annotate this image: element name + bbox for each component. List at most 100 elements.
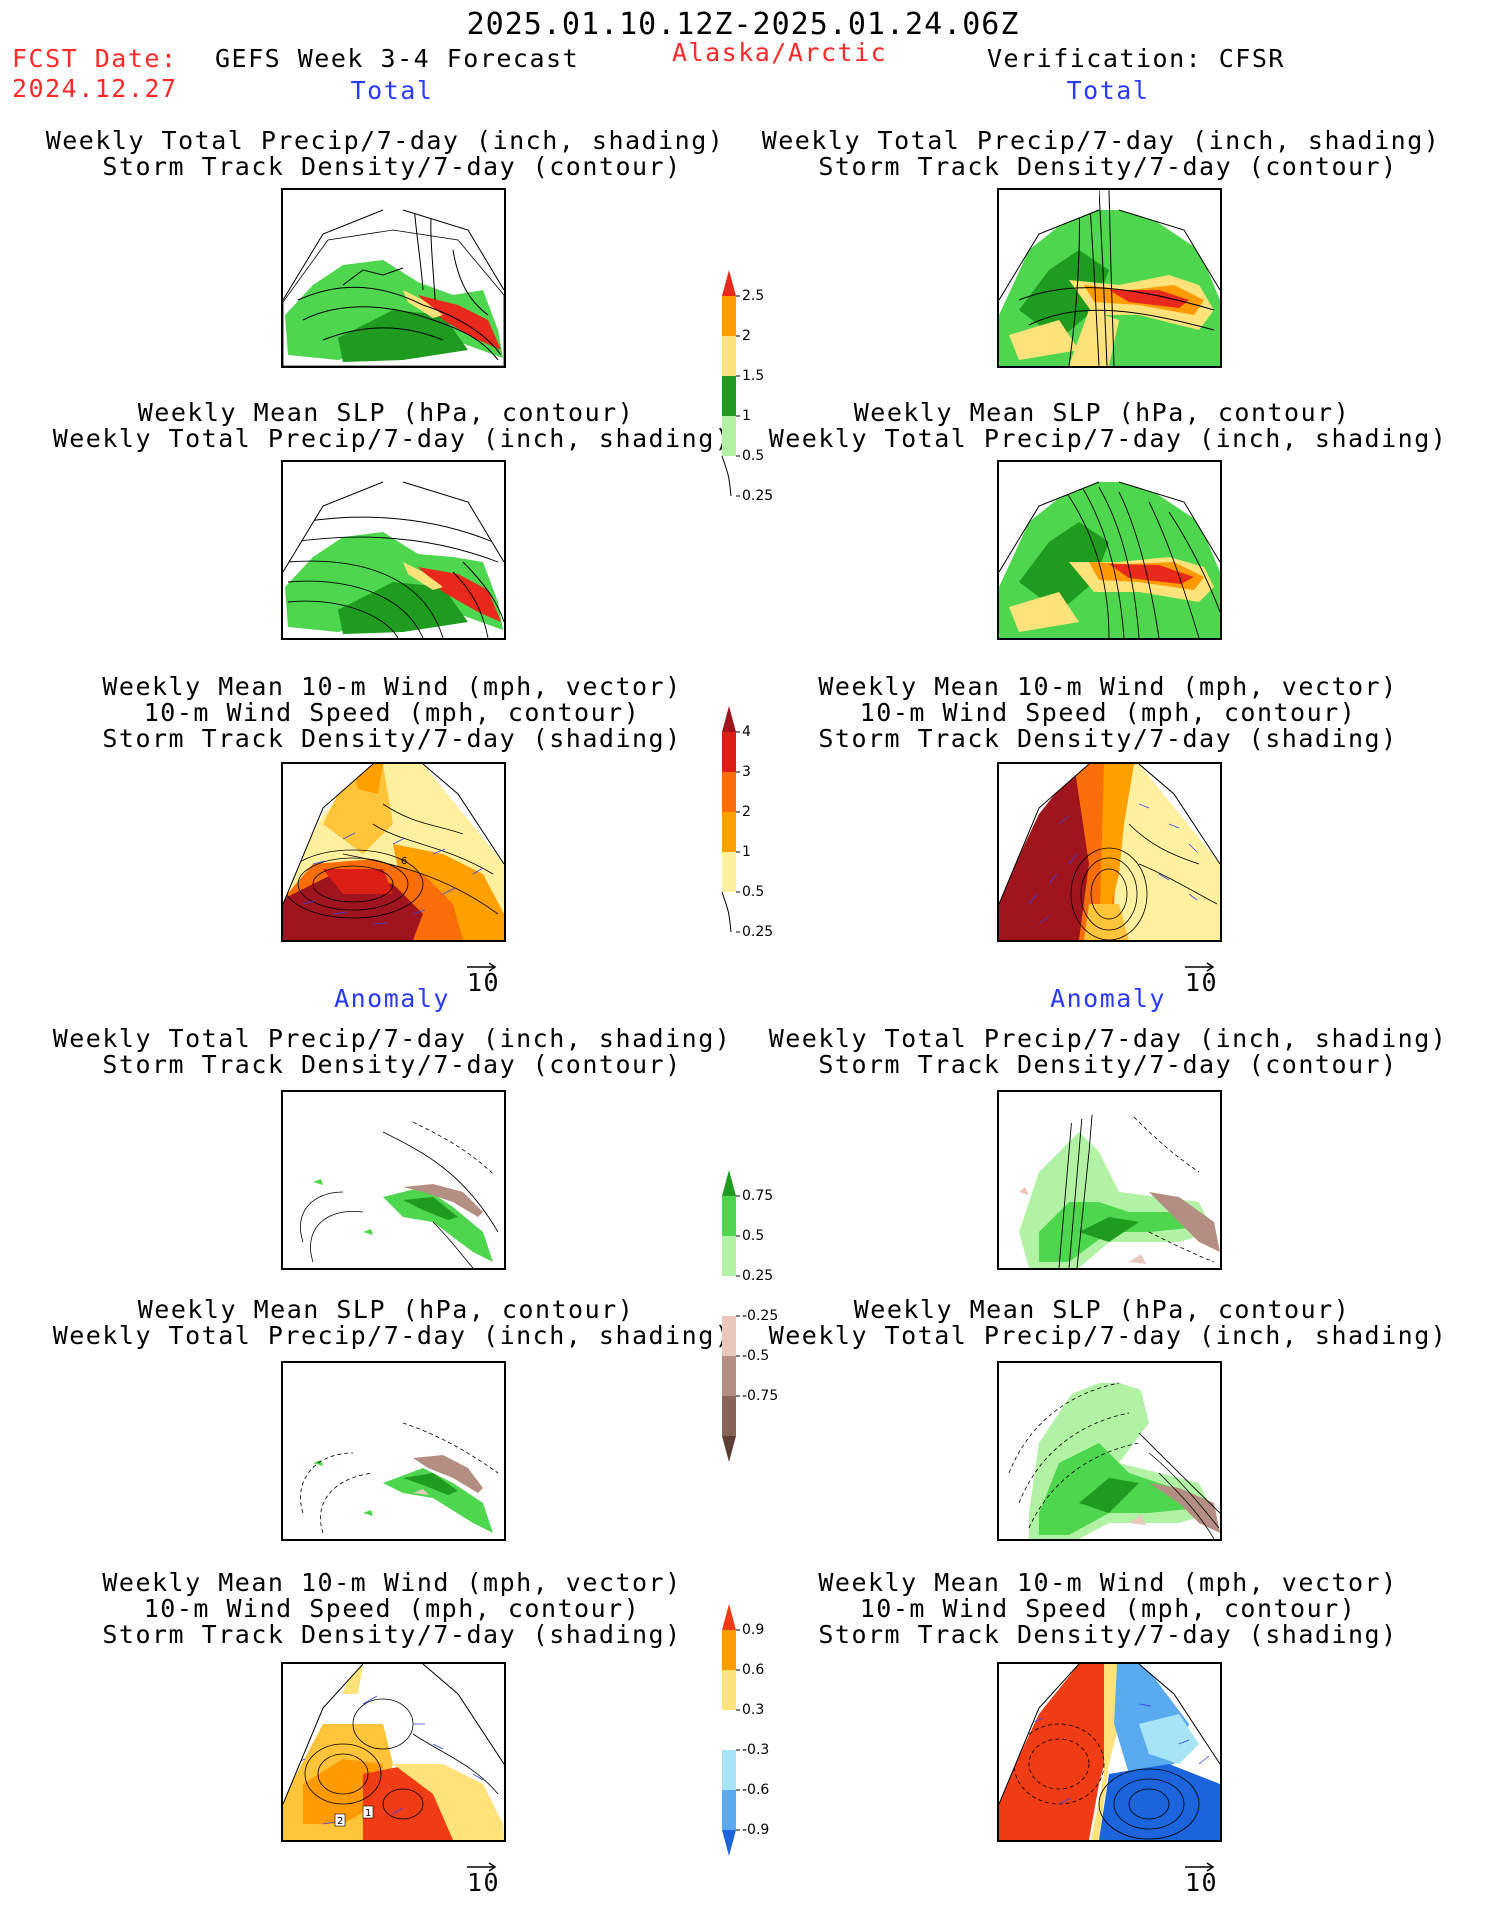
map-anom-slp-forecast <box>281 1361 506 1541</box>
map-anom-wind-verification <box>997 1662 1222 1842</box>
colorbar-label: -0.5 <box>742 1348 769 1364</box>
region-title: Alaska/Arctic <box>672 38 888 67</box>
map-total-slp-verification <box>997 460 1222 640</box>
colorbar-segment <box>722 296 736 336</box>
colorbar-label: 2 <box>742 328 751 344</box>
title-r3-left-line3: Storm Track Density/7-day (shading) <box>102 724 682 753</box>
colorbar-segment <box>722 772 736 812</box>
colorbar-segment <box>722 1276 736 1316</box>
colorbar-anomaly-storm-density: 0.9 0.6 0.3 -0.3 -0.6 -0.9 <box>722 1604 802 1860</box>
colorbar-label: 0.25 <box>742 924 773 940</box>
title-r2-left-line1: Weekly Mean SLP (hPa, contour) <box>137 398 635 427</box>
title-r3-right-line2: 10-m Wind Speed (mph, contour) <box>859 698 1357 727</box>
colorbar-segment <box>722 812 736 852</box>
colorbar-segment <box>722 270 736 296</box>
colorbar-segment <box>722 1196 736 1236</box>
colorbar-segment <box>722 1750 736 1790</box>
section-total-forecast: Total <box>350 76 434 105</box>
colorbar-label: 1 <box>742 844 751 860</box>
wind-reference-label: 10 <box>467 968 501 997</box>
title-r2-left-line2: Weekly Total Precip/7-day (inch, shading… <box>52 424 732 453</box>
map-total-wind-forecast: 6 <box>281 762 506 942</box>
date-range-title: 2025.01.10.12Z-2025.01.24.06Z <box>466 7 1020 42</box>
contour-label: 1 <box>365 1808 371 1819</box>
colorbar-segment <box>722 1170 736 1196</box>
map-total-precip-forecast <box>281 188 506 368</box>
title-r3-right-line1: Weekly Mean 10-m Wind (mph, vector) <box>818 672 1398 701</box>
colorbar-label: 0.75 <box>742 1188 773 1204</box>
map-anom-precip-verification <box>997 1090 1222 1270</box>
colorbar-tail <box>721 455 732 497</box>
verification-title: Verification: CFSR <box>987 44 1285 73</box>
title-r5-left-line2: Weekly Total Precip/7-day (inch, shading… <box>52 1321 732 1350</box>
colorbar-segment <box>722 852 736 892</box>
map-anom-wind-forecast: 2 1 <box>281 1662 506 1842</box>
colorbar-total-storm-density: 4 3 2 1 0.5 0.25 <box>721 706 802 962</box>
title-r4-left-line1: Weekly Total Precip/7-day (inch, shading… <box>52 1024 732 1053</box>
colorbar-anomaly-precip: 0.75 0.5 0.25 -0.25 -0.5 -0.75 <box>722 1170 802 1466</box>
colorbar-segment <box>722 1356 736 1396</box>
section-total-verification: Total <box>1066 76 1150 105</box>
colorbar-tail <box>721 891 732 933</box>
colorbar-segment <box>722 706 736 732</box>
colorbar-label: 0.5 <box>742 884 764 900</box>
wind-reference-total-forecast <box>465 958 499 977</box>
colorbar-label: 0.5 <box>742 1228 764 1244</box>
colorbar-segment <box>722 1790 736 1830</box>
title-r6-right-line1: Weekly Mean 10-m Wind (mph, vector) <box>818 1568 1398 1597</box>
product-title: GEFS Week 3-4 Forecast <box>215 44 580 73</box>
title-r4-left-line2: Storm Track Density/7-day (contour) <box>102 1050 682 1079</box>
colorbar-label: 0.6 <box>742 1662 764 1678</box>
colorbar-label: 2 <box>742 804 751 820</box>
colorbar-segment <box>722 376 736 416</box>
wind-reference-total-verification <box>1183 958 1217 977</box>
title-r6-left-line1: Weekly Mean 10-m Wind (mph, vector) <box>102 1568 682 1597</box>
colorbar-segment <box>722 416 736 456</box>
colorbar-label: 4 <box>742 724 751 740</box>
colorbar-label: -0.3 <box>742 1742 769 1758</box>
fcst-date-value: 2024.12.27 <box>12 74 178 103</box>
title-r3-left-line1: Weekly Mean 10-m Wind (mph, vector) <box>102 672 682 701</box>
colorbar-label: 3 <box>742 764 751 780</box>
colorbar-label: -0.6 <box>742 1782 769 1798</box>
colorbar-segment <box>722 1710 736 1750</box>
colorbar-label: 2.5 <box>742 288 764 304</box>
map-total-wind-verification <box>997 762 1222 942</box>
title-r5-right-line1: Weekly Mean SLP (hPa, contour) <box>853 1295 1351 1324</box>
colorbar-label: 1 <box>742 408 751 424</box>
title-r5-left-line1: Weekly Mean SLP (hPa, contour) <box>137 1295 635 1324</box>
contour-label: 2 <box>337 1816 343 1827</box>
colorbar-label: 0.25 <box>742 1268 773 1284</box>
title-r1-left-line1: Weekly Total Precip/7-day (inch, shading… <box>45 126 725 155</box>
title-r4-right-line2: Storm Track Density/7-day (contour) <box>818 1050 1398 1079</box>
colorbar-label: -0.25 <box>742 1308 778 1324</box>
contour-label: 6 <box>401 856 407 867</box>
colorbar-segment <box>722 336 736 376</box>
title-r2-right-line1: Weekly Mean SLP (hPa, contour) <box>853 398 1351 427</box>
title-r2-right-line2: Weekly Total Precip/7-day (inch, shading… <box>768 424 1448 453</box>
wind-reference-label: 10 <box>1185 1868 1219 1897</box>
title-r6-left-line3: Storm Track Density/7-day (shading) <box>102 1620 682 1649</box>
map-total-slp-forecast <box>281 460 506 640</box>
title-r1-left-line2: Storm Track Density/7-day (contour) <box>102 152 682 181</box>
colorbar-segment <box>722 1830 736 1856</box>
colorbar-segment <box>722 732 736 772</box>
title-r4-right-line1: Weekly Total Precip/7-day (inch, shading… <box>768 1024 1448 1053</box>
colorbar-label: 0.5 <box>742 448 764 464</box>
title-r1-right-line2: Storm Track Density/7-day (contour) <box>818 152 1398 181</box>
colorbar-segment <box>722 1236 736 1276</box>
wind-reference-label: 10 <box>467 1868 501 1897</box>
colorbar-label: 0.3 <box>742 1702 764 1718</box>
map-anom-precip-forecast <box>281 1090 506 1270</box>
section-anomaly-forecast: Anomaly <box>334 984 450 1013</box>
colorbar-segment <box>722 1630 736 1670</box>
colorbar-segment <box>722 1396 736 1436</box>
colorbar-segment <box>722 1316 736 1356</box>
title-r6-right-line2: 10-m Wind Speed (mph, contour) <box>859 1594 1357 1623</box>
colorbar-segment <box>722 1670 736 1710</box>
colorbar-label: -0.9 <box>742 1822 769 1838</box>
wind-reference-label: 10 <box>1185 968 1219 997</box>
colorbar-label: 0.25 <box>742 488 773 504</box>
colorbar-label: -0.75 <box>742 1388 778 1404</box>
colorbar-total-precip: 2.5 2 1.5 1 0.5 0.25 <box>721 270 802 526</box>
